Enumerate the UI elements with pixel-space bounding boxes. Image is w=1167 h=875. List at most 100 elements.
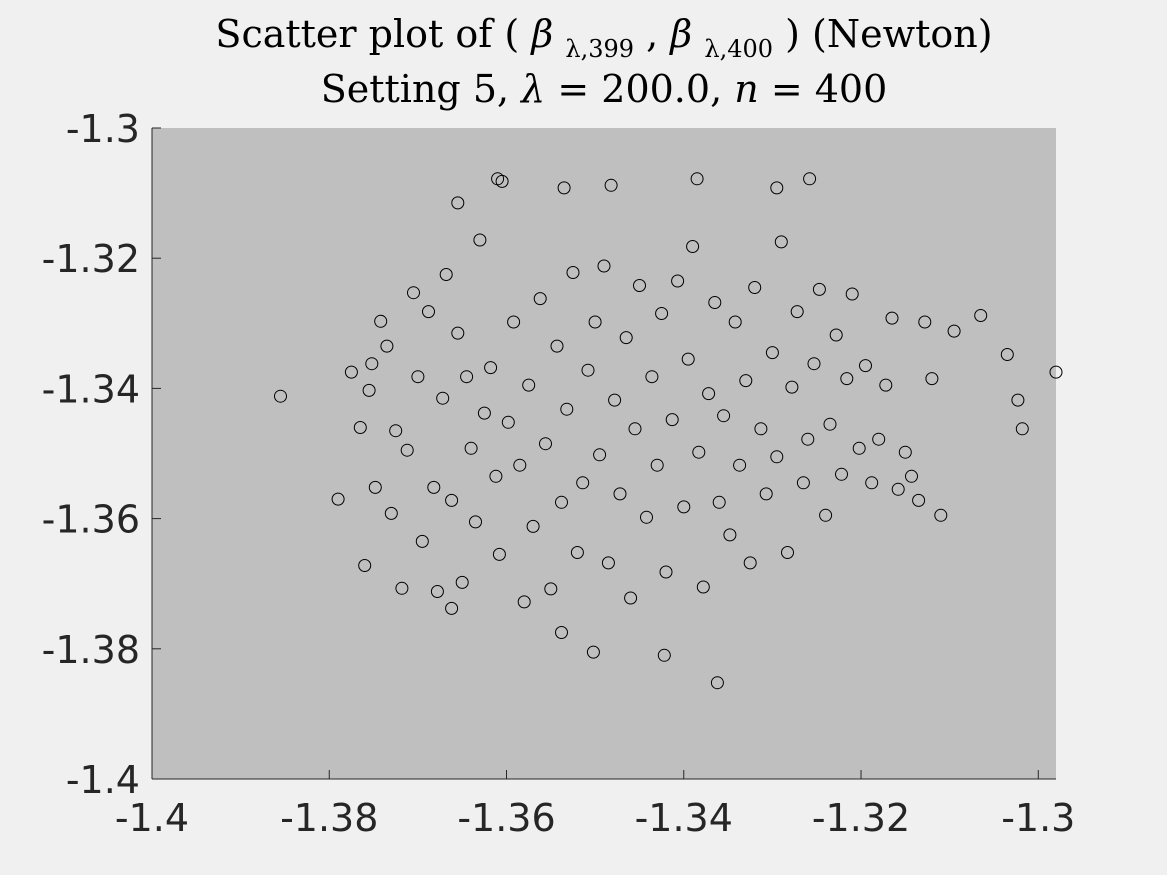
- scatter-point: [455, 575, 469, 589]
- title-sub-1: λ,399: [565, 35, 634, 63]
- scatter-point: [708, 296, 722, 309]
- scatter-point: [586, 645, 600, 659]
- x-tick-label: -1.38: [280, 796, 378, 840]
- scatter-point: [796, 476, 810, 490]
- x-tick-label: -1.3: [1001, 796, 1075, 840]
- scatter-point: [947, 324, 961, 338]
- scatter-point: [477, 406, 491, 420]
- scatter-point: [501, 415, 515, 429]
- scatter-point: [765, 346, 779, 360]
- scatter-point: [823, 417, 837, 431]
- scatter-point: [384, 506, 398, 520]
- y-tick-label: -1.3: [66, 107, 140, 151]
- scatter-point: [560, 402, 574, 416]
- scatter-point: [613, 487, 627, 501]
- scatter-point: [835, 467, 848, 481]
- scatter-point: [576, 476, 590, 490]
- y-ticks: -1.3 -1.32 -1.34 -1.36 -1.38 -1.4: [42, 107, 161, 802]
- scatter-point: [710, 676, 724, 690]
- points-layer: [274, 172, 1063, 690]
- scatter-point: [407, 286, 420, 300]
- scatter-point: [517, 595, 531, 609]
- scatter-point: [785, 380, 799, 394]
- scatter-point: [533, 292, 547, 306]
- scatter-point: [645, 370, 659, 384]
- scatter-point: [619, 331, 633, 345]
- scatter-point: [754, 422, 768, 436]
- scatter-point: [395, 581, 409, 595]
- scatter-point: [739, 374, 753, 388]
- scatter-point: [550, 339, 564, 353]
- scatter-point: [974, 309, 988, 322]
- scatter-point: [640, 510, 653, 524]
- scatter-point: [859, 359, 872, 373]
- scatter-point: [484, 361, 498, 375]
- scatter-point: [801, 432, 815, 446]
- scatter-point: [665, 413, 679, 427]
- x-tick-label: -1.32: [812, 796, 910, 840]
- scatter-point: [464, 441, 478, 455]
- scatter-point: [692, 445, 706, 459]
- scatter-point: [526, 519, 540, 533]
- scatter-point: [427, 480, 441, 494]
- scatter-point: [770, 181, 784, 195]
- scatter-point: [925, 372, 939, 386]
- scatter-point: [566, 266, 580, 279]
- scatter-point: [400, 443, 414, 457]
- scatter-point: [380, 339, 394, 353]
- title-suffix: ) (Newton): [785, 12, 992, 56]
- title-sep: ,: [646, 12, 670, 56]
- scatter-point: [555, 495, 568, 509]
- scatter-point: [812, 282, 826, 296]
- scatter-point: [628, 422, 642, 436]
- scatter-point: [829, 328, 843, 342]
- scatter-point: [743, 556, 757, 570]
- scatter-point: [845, 287, 859, 301]
- scatter-point: [374, 314, 388, 328]
- scatter-point: [604, 178, 618, 192]
- scatter-point: [557, 181, 571, 195]
- scatter-point: [389, 424, 403, 438]
- x-tick-label: -1.4: [115, 796, 189, 840]
- y-tick-label: -1.36: [42, 498, 140, 542]
- plot-area: [152, 128, 1056, 779]
- y-tick-label: -1.32: [42, 237, 140, 281]
- chart-subtitle: Setting 5, λ = 200.0, n = 400: [321, 67, 888, 111]
- scatter-point: [491, 172, 505, 186]
- scatter-point: [353, 421, 367, 434]
- scatter-point: [451, 196, 465, 210]
- scatter-point: [840, 372, 854, 386]
- scatter-point: [655, 307, 669, 320]
- scatter-point: [436, 391, 450, 405]
- scatter-point: [852, 441, 866, 455]
- scatter-point: [1015, 422, 1029, 436]
- scatter-point: [489, 469, 503, 483]
- scatter-point: [358, 559, 372, 572]
- y-tick-label: -1.4: [66, 758, 140, 802]
- scatter-point: [912, 493, 926, 507]
- scatter-point: [368, 480, 382, 494]
- title-beta-2: β: [668, 12, 692, 56]
- scatter-point: [803, 172, 817, 186]
- subtitle-lambda: λ: [519, 67, 545, 111]
- scatter-point: [522, 378, 536, 392]
- scatter-point: [918, 315, 932, 329]
- scatter-point: [365, 357, 379, 371]
- scatter-point: [544, 582, 558, 596]
- scatter-point: [1049, 365, 1063, 379]
- scatter-point: [686, 240, 700, 253]
- scatter-point: [593, 448, 607, 462]
- scatter-point: [608, 393, 622, 407]
- y-tick-label: -1.34: [42, 367, 140, 411]
- scatter-point: [507, 315, 521, 329]
- scatter-point: [570, 546, 584, 559]
- scatter-point: [460, 370, 474, 384]
- title-beta-1: β: [529, 12, 553, 56]
- scatter-point: [657, 648, 671, 662]
- scatter-point: [473, 233, 487, 247]
- x-tick-label: -1.34: [635, 796, 733, 840]
- scatter-point: [728, 315, 742, 329]
- scatter-point: [445, 493, 459, 507]
- scatter-point: [712, 495, 726, 509]
- scatter-point: [885, 311, 899, 325]
